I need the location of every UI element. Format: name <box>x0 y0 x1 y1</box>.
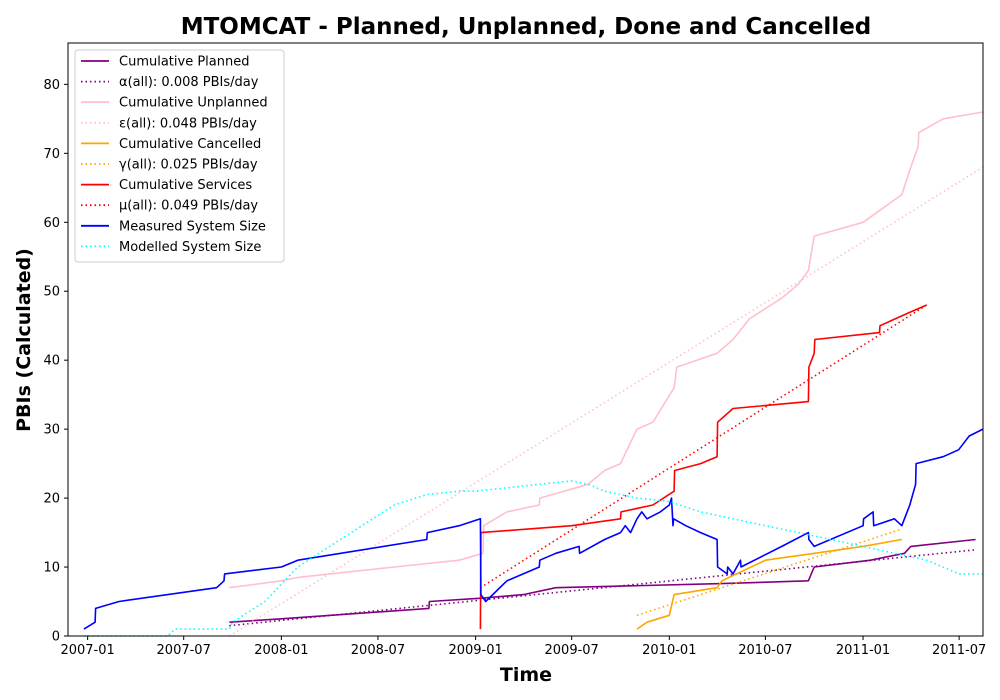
series-line-cumulative-cancelled <box>636 538 902 630</box>
y-tick-label: 40 <box>43 354 60 369</box>
legend-box <box>74 49 285 263</box>
x-axis: 2007-01 2007-07 2008-01 2008-07 2009-01 2009-… <box>60 636 986 658</box>
series-line-all-0-025-pbis-day <box>636 528 903 617</box>
legend: Cumulative Planned α(all): 0.008 PBIs/day… <box>74 49 285 263</box>
x-tick-label: 2011-07 <box>932 643 986 658</box>
legend-label-all-0-008-pbis-day: α(all): 0.008 PBIs/day <box>119 75 259 90</box>
legend-label-cumulative-cancelled: Cumulative Cancelled <box>119 137 261 152</box>
x-tick-label: 2011-01 <box>836 643 890 658</box>
legend-label-cumulative-unplanned: Cumulative Unplanned <box>119 96 268 111</box>
legend-label-modelled-system-size: Modelled System Size <box>119 240 261 255</box>
x-tick-label: 2008-07 <box>351 643 405 658</box>
y-tick-label: 50 <box>43 285 60 300</box>
y-tick-label: 20 <box>43 492 60 507</box>
y-tick-label: 10 <box>43 561 60 576</box>
x-tick-label: 2008-01 <box>254 643 308 658</box>
x-tick-label: 2007-01 <box>60 643 114 658</box>
series-line-cumulative-unplanned <box>229 111 984 589</box>
series-line-modelled-system-size <box>83 480 983 637</box>
y-tick-label: 30 <box>43 423 60 438</box>
legend-label-all-0-025-pbis-day: γ(all): 0.025 PBIs/day <box>119 158 258 173</box>
series-layer <box>83 111 984 637</box>
x-tick-label: 2009-01 <box>448 643 502 658</box>
series-line-measured-system-size <box>83 428 984 630</box>
y-tick-label: 70 <box>43 147 60 162</box>
series-line-cumulative-services <box>479 304 928 630</box>
y-axis: 0 10 20 30 40 50 60 70 80 <box>43 78 68 645</box>
y-tick-label: 0 <box>52 630 60 645</box>
y-axis-label: PBIs (Calculated) <box>13 248 35 432</box>
x-tick-label: 2007-07 <box>157 643 211 658</box>
x-tick-label: 2010-07 <box>738 643 792 658</box>
x-tick-label: 2009-07 <box>545 643 599 658</box>
legend-label-cumulative-planned: Cumulative Planned <box>119 55 249 70</box>
plot-area-frame <box>67 42 984 637</box>
legend-label-all-0-048-pbis-day: ε(all): 0.048 PBIs/day <box>119 116 257 131</box>
chart-title: MTOMCAT - Planned, Unplanned, Done and C… <box>181 14 872 40</box>
x-axis-label: Time <box>500 664 552 686</box>
legend-label-measured-system-size: Measured System Size <box>119 219 266 234</box>
y-tick-label: 80 <box>43 78 60 93</box>
legend-label-cumulative-services: Cumulative Services <box>119 178 252 193</box>
x-tick-label: 2010-01 <box>642 643 696 658</box>
legend-label-all-0-049-pbis-day: μ(all): 0.049 PBIs/day <box>119 199 258 214</box>
y-tick-label: 60 <box>43 216 60 231</box>
series-line-cumulative-planned <box>229 538 976 623</box>
